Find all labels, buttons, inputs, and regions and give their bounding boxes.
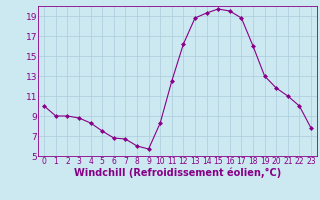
X-axis label: Windchill (Refroidissement éolien,°C): Windchill (Refroidissement éolien,°C) <box>74 168 281 178</box>
